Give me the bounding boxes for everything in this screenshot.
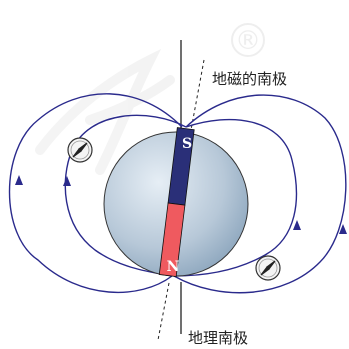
bar-magnet bbox=[158, 127, 195, 278]
arrow-right-outer bbox=[339, 224, 347, 234]
magnetic-axis bbox=[157, 59, 205, 341]
compass-needle-icon bbox=[260, 260, 276, 276]
arrow-left-inner bbox=[63, 176, 71, 186]
magnetic-south-pole-label: 地磁的南极 bbox=[212, 70, 287, 88]
watermark-brush-stroke bbox=[35, 48, 175, 175]
field-line-left-outer bbox=[8, 93, 183, 294]
arrow-right-inner bbox=[293, 220, 301, 230]
magnet-north-label: N bbox=[167, 259, 180, 275]
arrow-left-outer bbox=[15, 175, 23, 185]
registered-text: ® bbox=[235, 26, 261, 56]
magnet-south-label: S bbox=[182, 136, 192, 152]
magnet-north-half bbox=[158, 202, 186, 278]
field-line-right-inner bbox=[173, 118, 298, 277]
field-line-arrows bbox=[15, 175, 347, 234]
field-line-right-outer bbox=[173, 94, 347, 294]
magnetic-field-lines bbox=[8, 93, 347, 294]
compass-right bbox=[255, 255, 281, 281]
field-line-left-inner bbox=[64, 114, 187, 277]
geographic-south-pole-label: 地理南极 bbox=[188, 329, 248, 347]
watermark: ® bbox=[35, 23, 265, 175]
compass-left bbox=[67, 137, 93, 163]
registered-icon bbox=[231, 23, 265, 57]
compass-needle-icon bbox=[72, 142, 88, 158]
